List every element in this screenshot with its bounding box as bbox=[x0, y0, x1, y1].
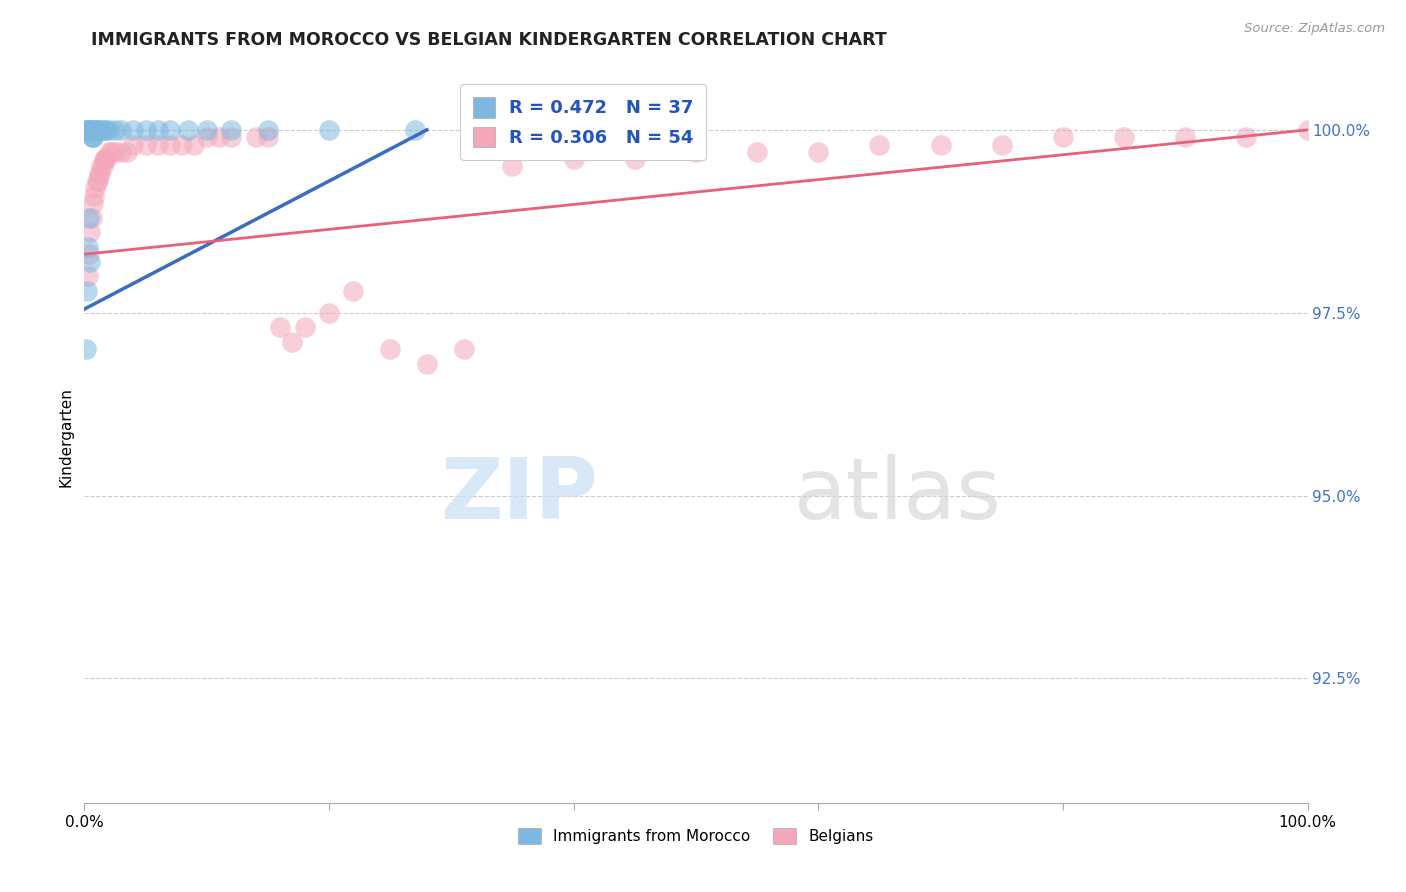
Point bbox=[96, 123, 118, 137]
Text: Source: ZipAtlas.com: Source: ZipAtlas.com bbox=[1244, 22, 1385, 36]
Point bbox=[94, 152, 117, 166]
Point bbox=[183, 137, 205, 152]
Point bbox=[86, 123, 108, 137]
Point bbox=[219, 130, 242, 145]
Text: ZIP: ZIP bbox=[440, 454, 598, 537]
Point bbox=[82, 130, 104, 145]
Point bbox=[257, 130, 280, 145]
Point bbox=[87, 167, 110, 181]
Point bbox=[991, 137, 1014, 152]
Point bbox=[269, 320, 291, 334]
Point bbox=[281, 334, 304, 349]
Point bbox=[87, 123, 110, 137]
Point bbox=[1114, 130, 1136, 145]
Point bbox=[146, 123, 169, 137]
Point bbox=[86, 174, 108, 188]
Point bbox=[747, 145, 769, 159]
Point bbox=[80, 211, 103, 225]
Point bbox=[380, 343, 402, 357]
Legend: Immigrants from Morocco, Belgians: Immigrants from Morocco, Belgians bbox=[512, 822, 880, 850]
Point bbox=[195, 123, 218, 137]
Point bbox=[294, 320, 316, 334]
Point bbox=[104, 123, 127, 137]
Point bbox=[84, 123, 107, 137]
Point bbox=[453, 343, 475, 357]
Point bbox=[79, 225, 101, 239]
Point bbox=[245, 130, 267, 145]
Point bbox=[502, 160, 524, 174]
Point bbox=[318, 306, 340, 320]
Point bbox=[77, 240, 100, 254]
Point bbox=[93, 123, 115, 137]
Point bbox=[404, 123, 426, 137]
Point bbox=[87, 174, 110, 188]
Point bbox=[110, 145, 132, 159]
Text: IMMIGRANTS FROM MOROCCO VS BELGIAN KINDERGARTEN CORRELATION CHART: IMMIGRANTS FROM MOROCCO VS BELGIAN KINDE… bbox=[91, 31, 887, 49]
Point bbox=[82, 130, 104, 145]
Point bbox=[1052, 130, 1074, 145]
Point bbox=[79, 123, 101, 137]
Point bbox=[159, 137, 181, 152]
Point bbox=[77, 123, 100, 137]
Y-axis label: Kindergarten: Kindergarten bbox=[59, 387, 75, 487]
Point bbox=[159, 123, 181, 137]
Point bbox=[146, 137, 169, 152]
Point bbox=[75, 123, 97, 137]
Point bbox=[869, 137, 891, 152]
Point bbox=[76, 284, 98, 298]
Point bbox=[89, 167, 111, 181]
Point bbox=[91, 160, 114, 174]
Text: atlas: atlas bbox=[794, 454, 1002, 537]
Point bbox=[195, 130, 218, 145]
Point bbox=[96, 152, 118, 166]
Point bbox=[1236, 130, 1258, 145]
Point bbox=[122, 137, 145, 152]
Point bbox=[75, 343, 97, 357]
Point bbox=[77, 247, 100, 261]
Point bbox=[76, 123, 98, 137]
Point bbox=[416, 357, 439, 371]
Point bbox=[77, 123, 100, 137]
Point bbox=[97, 123, 120, 137]
Point bbox=[77, 123, 100, 137]
Point bbox=[83, 188, 105, 202]
Point bbox=[318, 123, 340, 137]
Point bbox=[1174, 130, 1197, 145]
Point bbox=[624, 152, 647, 166]
Point bbox=[100, 145, 122, 159]
Point bbox=[135, 137, 157, 152]
Point bbox=[219, 123, 242, 137]
Point bbox=[104, 145, 127, 159]
Point bbox=[79, 254, 101, 268]
Point bbox=[90, 160, 112, 174]
Point bbox=[110, 123, 132, 137]
Point bbox=[82, 196, 104, 211]
Point bbox=[79, 123, 101, 137]
Point bbox=[929, 137, 952, 152]
Point bbox=[172, 137, 194, 152]
Point bbox=[115, 145, 138, 159]
Point bbox=[90, 123, 112, 137]
Point bbox=[77, 269, 100, 284]
Point bbox=[685, 145, 707, 159]
Point bbox=[93, 152, 115, 166]
Point bbox=[80, 130, 103, 145]
Point bbox=[208, 130, 231, 145]
Point bbox=[1296, 123, 1319, 137]
Point bbox=[77, 211, 100, 225]
Point bbox=[135, 123, 157, 137]
Point bbox=[342, 284, 364, 298]
Point bbox=[87, 123, 110, 137]
Point bbox=[257, 123, 280, 137]
Point bbox=[807, 145, 830, 159]
Point bbox=[562, 152, 585, 166]
Point bbox=[84, 181, 107, 195]
Point bbox=[122, 123, 145, 137]
Point bbox=[80, 123, 103, 137]
Point bbox=[177, 123, 200, 137]
Point bbox=[97, 145, 120, 159]
Point bbox=[83, 123, 105, 137]
